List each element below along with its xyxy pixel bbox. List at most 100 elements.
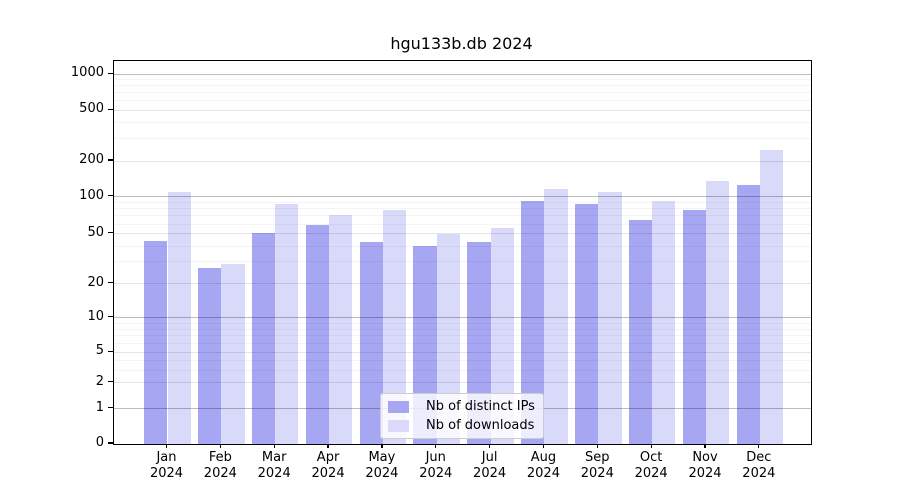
gridline-7 [114,335,811,337]
x-label-sep: Sep 2024 [580,450,614,481]
y-tick-label-20: 20 [87,274,104,290]
x-label-jul: Jul 2024 [473,450,507,481]
x-label-apr: Apr 2024 [311,450,345,481]
x-tick-mar [273,443,275,448]
y-tick-label-200: 200 [79,152,104,168]
x-label-jun: Jun 2024 [419,450,453,481]
gridline-8 [114,328,811,330]
legend-label-downloads: Nb of downloads [426,418,535,433]
gridline-100 [114,196,811,198]
legend-item-distinct-ips: Nb of distinct IPs [381,399,543,414]
bar-distinct-ips-mar [251,232,276,444]
x-tick-may [381,443,383,448]
y-tick-label-2: 2 [95,373,104,389]
x-tick-aug [542,443,545,448]
x-label-feb: Feb 2024 [203,450,237,481]
legend-swatch-downloads [388,419,409,432]
legend-label-distinct-ips: Nb of distinct IPs [426,399,535,414]
bar-downloads-jul [490,227,514,444]
bar-downloads-mar [275,203,299,444]
bar-downloads-dec [759,150,784,444]
y-tick-1000 [108,72,113,74]
bar-downloads-feb [221,263,245,444]
gridline-50 [114,233,811,235]
x-tick-oct [650,443,652,448]
legend: Nb of distinct IPs Nb of downloads [380,393,544,439]
bar-distinct-ips-dec [736,185,760,444]
x-label-may: May 2024 [365,450,399,481]
gridline-60 [114,223,811,225]
gridline-80 [114,208,811,210]
gridline-3 [114,369,811,371]
chart-title: hgu133b.db 2024 [390,34,533,53]
y-tick-2 [108,381,113,383]
y-tick-label-1: 1 [95,399,104,415]
y-tick-200 [108,159,113,161]
x-tick-feb [219,443,221,448]
bar-distinct-ips-oct [628,219,653,444]
gridline-2 [114,382,811,384]
y-tick-500 [108,108,113,110]
legend-item-downloads: Nb of downloads [381,418,543,433]
y-tick-label-1000: 1000 [70,65,104,81]
y-tick-5 [108,350,113,352]
bar-downloads-jan [167,191,191,444]
x-tick-dec [758,443,760,448]
x-tick-jun [435,443,437,448]
gridline-20 [114,283,811,285]
gridline-70 [114,215,811,217]
bar-distinct-ips-may [359,242,383,444]
bar-distinct-ips-apr [305,225,330,444]
gridline-4 [114,359,811,361]
gridline-700 [114,92,811,94]
gridline-400 [114,122,811,124]
x-label-nov: Nov 2024 [688,450,722,481]
y-tick-20 [108,282,113,284]
gridline-500 [114,109,811,111]
x-label-dec: Dec 2024 [742,450,776,481]
gridline-9 [114,322,811,324]
y-tick-label-500: 500 [79,101,104,117]
bar-downloads-sep [598,192,622,444]
gridline-90 [114,201,811,203]
y-tick-label-5: 5 [95,343,104,359]
gridline-600 [114,100,811,102]
plot-area: Nb of distinct IPs Nb of downloads [113,60,812,445]
x-tick-jan [165,443,168,448]
x-label-aug: Aug 2024 [526,450,560,481]
y-tick-label-10: 10 [87,308,104,324]
gridline-30 [114,261,811,263]
bar-distinct-ips-aug [521,201,545,444]
x-label-jan: Jan 2024 [149,450,184,481]
y-tick-100 [108,194,113,197]
gridline-300 [114,138,811,140]
y-tick-label-0: 0 [95,435,104,450]
x-tick-jul [488,443,491,448]
legend-swatch-distinct-ips [388,400,409,413]
bar-downloads-oct [652,200,676,444]
gridline-5 [114,351,811,353]
bar-downloads-may [382,210,407,444]
bar-distinct-ips-nov [682,210,706,444]
y-tick-0 [108,442,113,444]
gridline-900 [114,79,811,81]
bar-distinct-ips-sep [575,204,599,444]
x-tick-sep [596,443,598,448]
y-tick-label-100: 100 [79,187,104,203]
bar-downloads-nov [706,180,730,444]
x-label-mar: Mar 2024 [257,450,291,481]
bar-downloads-jun [436,233,461,444]
bar-distinct-ips-jan [144,240,168,444]
y-tick-50 [108,232,113,234]
x-tick-apr [327,443,329,448]
y-tick-1 [108,407,113,409]
gridline-200 [114,160,811,162]
bar-distinct-ips-feb [198,267,222,444]
y-tick-10 [108,316,113,318]
gridline-800 [114,85,811,87]
x-label-oct: Oct 2024 [634,450,668,481]
bar-downloads-aug [544,189,568,444]
y-tick-label-50: 50 [87,224,104,240]
bar-downloads-apr [329,215,353,444]
